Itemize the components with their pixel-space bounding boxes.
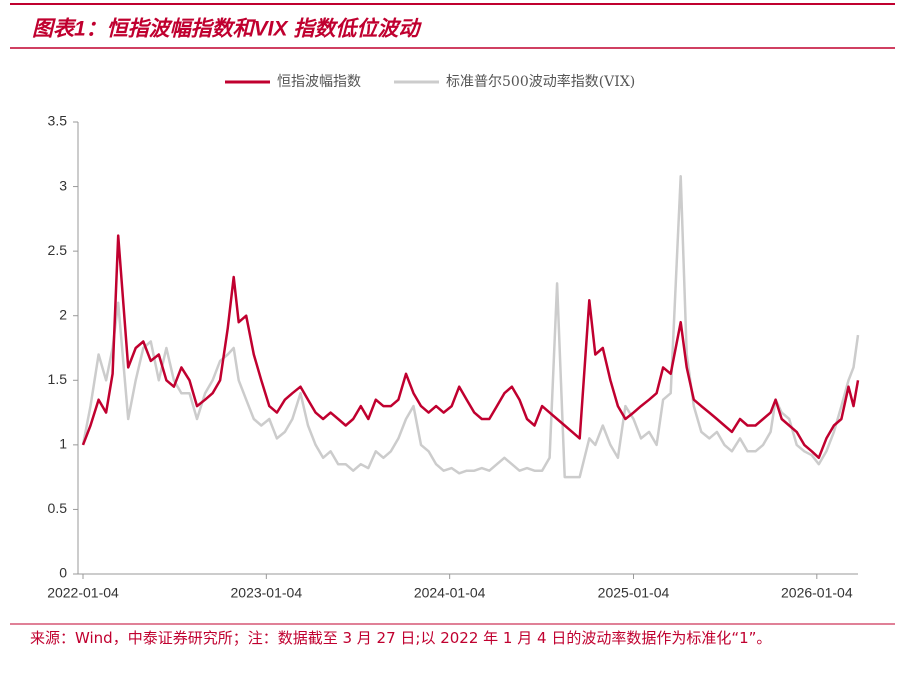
legend-label: 恒指波幅指数 <box>277 74 361 90</box>
source: 来源：Wind，中泰证券研究所；注：数据截至 3 月 27 日;以 2022 年… <box>30 629 772 647</box>
x-tick-label: 2023-01-04 <box>231 585 303 601</box>
y-tick-label: 2.5 <box>48 242 68 258</box>
y-tick-label: 0.5 <box>48 500 68 516</box>
y-tick-label: 1 <box>59 436 67 452</box>
x-tick-label: 2022-01-04 <box>47 585 119 601</box>
y-tick-label: 1.5 <box>48 371 68 387</box>
x-tick-label: 2026-01-04 <box>781 585 853 601</box>
source-box: 来源：Wind，中泰证券研究所；注：数据截至 3 月 27 日;以 2022 年… <box>30 629 772 647</box>
y-tick-label: 2 <box>59 306 67 322</box>
chart-title: 图表1：恒指波幅指数和VIX 指数低位波动 <box>32 17 422 41</box>
x-tick-label: 2024-01-04 <box>414 585 486 601</box>
x-tick-label: 2025-01-04 <box>598 585 670 601</box>
y-tick-label: 3 <box>59 177 67 193</box>
y-tick-label: 0 <box>59 565 67 581</box>
series-line <box>81 234 860 460</box>
series-line <box>81 174 860 479</box>
y-tick-label: 3.5 <box>48 113 68 129</box>
legend-label: 标准普尔500波动率指数(VIX) <box>446 73 635 90</box>
